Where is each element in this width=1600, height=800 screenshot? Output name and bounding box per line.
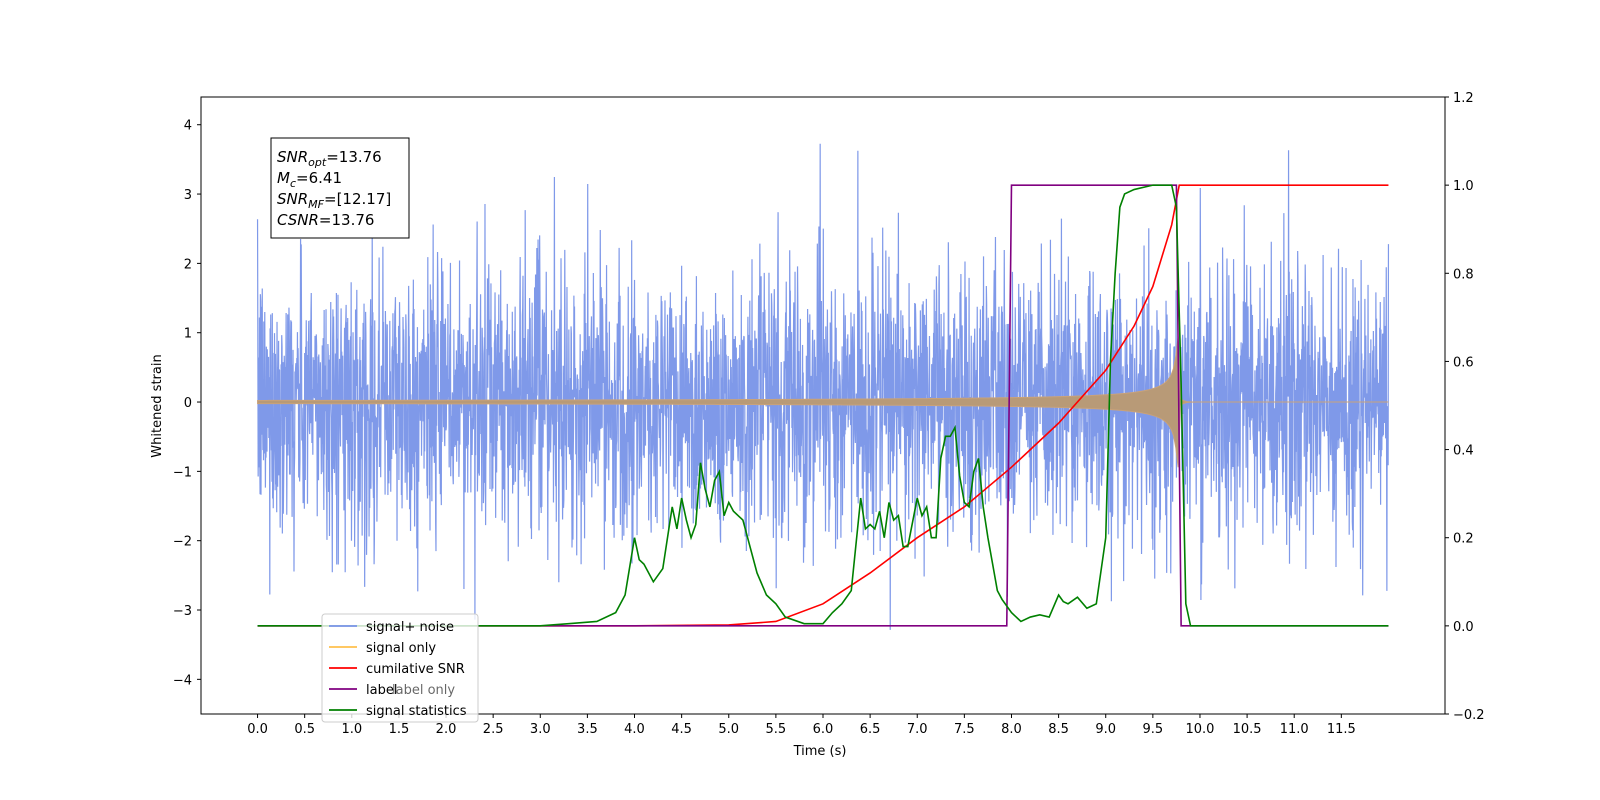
signal-statistics-line — [257, 184, 1389, 627]
legend: label only signal+ noise signal only cumila… — [321, 613, 479, 723]
x-tick-label: 0.0 — [247, 722, 268, 737]
annotation-value: =6.41 — [296, 169, 342, 187]
x-tick-label: 7.0 — [907, 722, 928, 737]
annotation-symbol: SNR — [277, 148, 308, 166]
x-tick-label: 0.5 — [294, 722, 315, 737]
x-axis-ticks: 0.0 0.5 1.0 1.5 2.0 2.5 3.0 3.5 4.0 4.5 5.0 5.5 6.0 6… — [247, 714, 1356, 737]
x-tick-label: 1.0 — [341, 722, 362, 737]
annotation-subscript: c — [290, 177, 296, 190]
y-right-tick-label: −0.2 — [1453, 708, 1485, 723]
annotation-line: CSNR=13.76 — [277, 211, 374, 229]
y-left-tick-label: 4 — [184, 119, 192, 134]
y-left-axis-label: Whitened strain — [150, 354, 165, 457]
series-signal-plus-noise — [256, 143, 1390, 630]
legend-label: cumilative SNR — [366, 662, 465, 677]
y-left-tick-label: 1 — [184, 327, 192, 342]
x-tick-label: 11.0 — [1280, 722, 1309, 737]
plot-area — [256, 143, 1390, 630]
x-tick-label: 5.0 — [718, 722, 739, 737]
x-tick-label: 7.5 — [954, 722, 975, 737]
y-left-axis-ticks: −4 −3 −2 −1 0 1 2 3 4 — [173, 119, 201, 688]
legend-label: signal only — [366, 641, 436, 656]
y-right-tick-label: 0.0 — [1453, 620, 1474, 635]
annotation-frame — [270, 137, 410, 239]
x-tick-label: 9.5 — [1143, 722, 1164, 737]
y-left-tick-label: 3 — [184, 188, 192, 203]
x-tick-label: 8.0 — [1001, 722, 1022, 737]
y-right-tick-label: 0.4 — [1453, 444, 1474, 459]
y-right-tick-label: 1.2 — [1453, 91, 1474, 106]
y-left-tick-label: 0 — [184, 396, 192, 411]
annotation-symbol: M — [277, 169, 290, 187]
x-tick-label: 8.5 — [1048, 722, 1069, 737]
x-tick-label: 1.5 — [389, 722, 410, 737]
series-cumilative-snr — [257, 184, 1389, 627]
x-tick-label: 4.5 — [671, 722, 692, 737]
series-signal-only — [257, 336, 1389, 468]
x-tick-label: 5.5 — [766, 722, 787, 737]
x-axis-label: Time (s) — [793, 744, 847, 759]
y-left-tick-label: −3 — [173, 604, 192, 619]
x-tick-label: 2.5 — [483, 722, 504, 737]
annotation-value: =[12.17] — [324, 190, 391, 208]
y-left-tick-label: −1 — [173, 465, 192, 480]
x-tick-label: 9.0 — [1095, 722, 1116, 737]
annotation-box: SNRopt=13.76Mc=6.41SNRMF=[12.17]CSNR=13.… — [270, 137, 410, 239]
y-right-tick-label: 0.2 — [1453, 532, 1474, 547]
annotation-line: Mc=6.41 — [277, 169, 342, 190]
x-tick-label: 3.0 — [530, 722, 551, 737]
legend-label: signal+ noise — [366, 620, 454, 635]
annotation-value: =13.76 — [319, 211, 375, 229]
annotation-line: SNRopt=13.76 — [277, 148, 382, 169]
signal-plus-noise-line — [256, 143, 1390, 630]
x-tick-label: 3.5 — [577, 722, 598, 737]
y-left-tick-label: −4 — [173, 673, 192, 688]
y-right-tick-label: 0.6 — [1453, 355, 1474, 370]
annotation-line: SNRMF=[12.17] — [277, 190, 391, 211]
x-tick-label: 4.0 — [624, 722, 645, 737]
x-tick-label: 10.0 — [1185, 722, 1214, 737]
x-tick-label: 2.0 — [436, 722, 457, 737]
x-tick-label: 6.5 — [860, 722, 881, 737]
x-tick-label: 6.0 — [813, 722, 834, 737]
x-tick-label: 10.5 — [1233, 722, 1262, 737]
y-left-tick-label: −2 — [173, 535, 192, 550]
legend-hidden-text: label only — [392, 683, 455, 698]
annotation-symbol: CSNR — [277, 211, 319, 229]
cumilative-snr-line — [257, 184, 1389, 627]
legend-label: label — [366, 683, 397, 698]
legend-frame — [321, 613, 479, 723]
annotation-value: =13.76 — [326, 148, 382, 166]
annotation-subscript: MF — [308, 198, 324, 211]
y-right-axis-ticks: −0.2 0.0 0.2 0.4 0.6 0.8 1.0 1.2 — [1445, 91, 1485, 723]
y-left-tick-label: 2 — [184, 257, 192, 272]
y-right-tick-label: 0.8 — [1453, 267, 1474, 282]
signal-only-band — [257, 336, 1389, 468]
series-signal-statistics — [257, 184, 1389, 627]
annotation-symbol: SNR — [277, 190, 308, 208]
y-right-tick-label: 1.0 — [1453, 179, 1474, 194]
x-tick-label: 11.5 — [1327, 722, 1356, 737]
legend-label: signal statistics — [366, 704, 467, 719]
annotation-subscript: opt — [308, 156, 327, 169]
